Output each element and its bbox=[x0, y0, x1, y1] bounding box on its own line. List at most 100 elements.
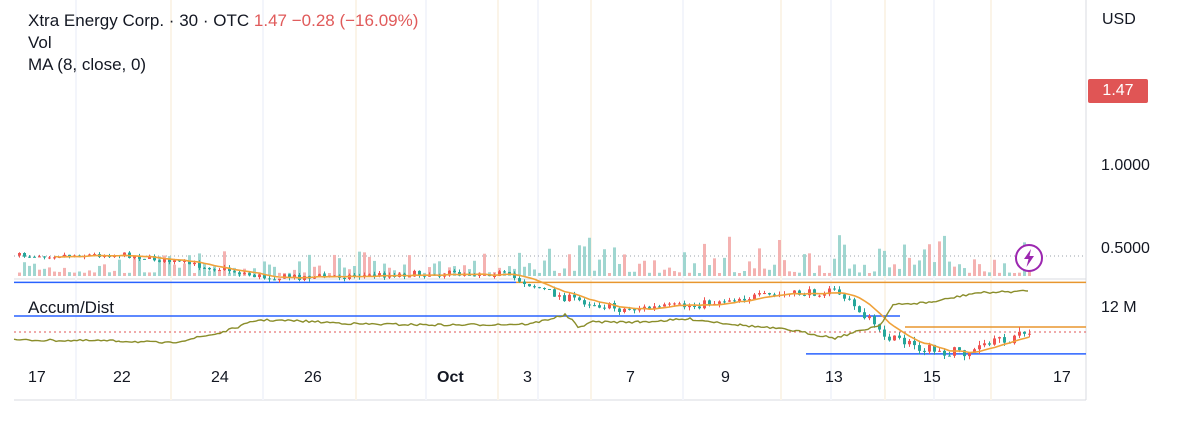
candle-body bbox=[503, 271, 506, 273]
candle-body bbox=[158, 260, 161, 262]
accum-dist-line bbox=[13, 289, 1029, 344]
volume-bar bbox=[653, 260, 656, 276]
volume-bar bbox=[263, 261, 266, 276]
volume-bar bbox=[938, 241, 941, 276]
horizontal-lines-layer[interactable] bbox=[14, 281, 1086, 355]
volume-bar bbox=[153, 272, 156, 276]
candle-body bbox=[193, 262, 196, 265]
volume-bar bbox=[173, 264, 176, 276]
volume-bar bbox=[163, 255, 166, 276]
ma-legend[interactable]: MA (8, close, 0) bbox=[28, 55, 147, 74]
volume-bar bbox=[973, 259, 976, 276]
vol-legend[interactable]: Vol bbox=[28, 33, 52, 52]
volume-bar bbox=[428, 267, 431, 276]
volume-bar bbox=[728, 236, 731, 276]
price-change: −0.28 bbox=[291, 11, 335, 30]
candle-body bbox=[528, 284, 531, 287]
candle-body bbox=[188, 260, 191, 265]
volume-bar bbox=[803, 254, 806, 276]
candle-body bbox=[873, 316, 876, 325]
day-separator bbox=[262, 0, 264, 400]
volume-bar bbox=[618, 263, 621, 276]
interval[interactable]: 30 bbox=[179, 11, 199, 30]
volume-bar bbox=[63, 267, 66, 276]
volume-bar bbox=[813, 272, 816, 276]
volume-bar bbox=[933, 262, 936, 276]
day-separator bbox=[497, 0, 499, 400]
volume-bar bbox=[898, 268, 901, 276]
exchange: OTC bbox=[213, 11, 250, 30]
volume-bar bbox=[988, 272, 991, 276]
candle-body bbox=[578, 297, 581, 301]
volume-bar bbox=[208, 270, 211, 276]
volume-bar bbox=[603, 249, 606, 276]
volume-bar bbox=[518, 252, 521, 276]
indicator-tick: 12 M bbox=[1101, 299, 1137, 316]
separator: · bbox=[202, 11, 209, 30]
candles-layer[interactable] bbox=[18, 251, 1031, 361]
volume-bar bbox=[93, 272, 96, 276]
volume-bar bbox=[23, 262, 26, 276]
volume-bar bbox=[183, 263, 186, 276]
volume-bar bbox=[313, 266, 316, 276]
candle-body bbox=[648, 306, 651, 309]
volume-bar bbox=[293, 269, 296, 276]
volume-bar bbox=[203, 263, 206, 276]
candle-body bbox=[1013, 335, 1016, 344]
candle-body bbox=[988, 343, 991, 345]
candle-body bbox=[498, 271, 501, 276]
volume-bar bbox=[893, 264, 896, 276]
volume-bar bbox=[758, 248, 761, 276]
volume-bar bbox=[508, 266, 511, 276]
candle-body bbox=[223, 267, 226, 270]
volume-bar bbox=[158, 256, 161, 276]
candle-body bbox=[668, 303, 671, 305]
candle-body bbox=[263, 274, 266, 279]
indicator-name[interactable]: Accum/Dist bbox=[28, 298, 114, 317]
volume-bar bbox=[83, 272, 86, 276]
candle-body bbox=[198, 262, 201, 268]
candle-body bbox=[93, 254, 96, 256]
volume-bar bbox=[998, 272, 1001, 276]
volume-bar bbox=[668, 267, 671, 276]
time-tick: 17 bbox=[28, 369, 46, 386]
candle-body bbox=[793, 290, 796, 294]
candle-body bbox=[868, 316, 871, 319]
candle-body bbox=[208, 267, 211, 270]
volume-bar bbox=[913, 264, 916, 276]
volume-bar bbox=[663, 269, 666, 276]
day-separator bbox=[537, 0, 539, 400]
volume-bar bbox=[353, 265, 356, 276]
currency-label[interactable]: USD bbox=[1102, 11, 1136, 28]
volume-bar bbox=[408, 255, 411, 276]
candle-body bbox=[813, 289, 816, 296]
candle-body bbox=[53, 257, 56, 259]
symbol-name[interactable]: Xtra Energy Corp. bbox=[28, 11, 165, 30]
volume-bar bbox=[638, 263, 641, 276]
candle-body bbox=[248, 273, 251, 275]
candle-body bbox=[568, 294, 571, 302]
volume-bar bbox=[703, 243, 706, 276]
volume-bar bbox=[608, 272, 611, 276]
volume-bar bbox=[523, 266, 526, 276]
candle-body bbox=[948, 355, 951, 357]
volume-bar bbox=[558, 272, 561, 276]
volume-bar bbox=[358, 251, 361, 276]
candle-body bbox=[418, 270, 421, 276]
volume-bar bbox=[943, 235, 946, 276]
candle-body bbox=[958, 347, 961, 351]
symbol-row[interactable]: Xtra Energy Corp. · 30 · OTC 1.47 −0.28 … bbox=[28, 10, 418, 32]
candle-body bbox=[913, 340, 916, 346]
candle-body bbox=[698, 306, 701, 309]
volume-bar bbox=[793, 271, 796, 276]
volume-bar bbox=[953, 266, 956, 276]
candle-body bbox=[918, 345, 921, 351]
volume-bar bbox=[903, 244, 906, 276]
candle-body bbox=[678, 303, 681, 305]
volume-bar bbox=[883, 250, 886, 276]
volume-bar bbox=[368, 256, 371, 276]
volume-bar bbox=[553, 270, 556, 276]
lightning-icon[interactable] bbox=[1014, 243, 1044, 273]
